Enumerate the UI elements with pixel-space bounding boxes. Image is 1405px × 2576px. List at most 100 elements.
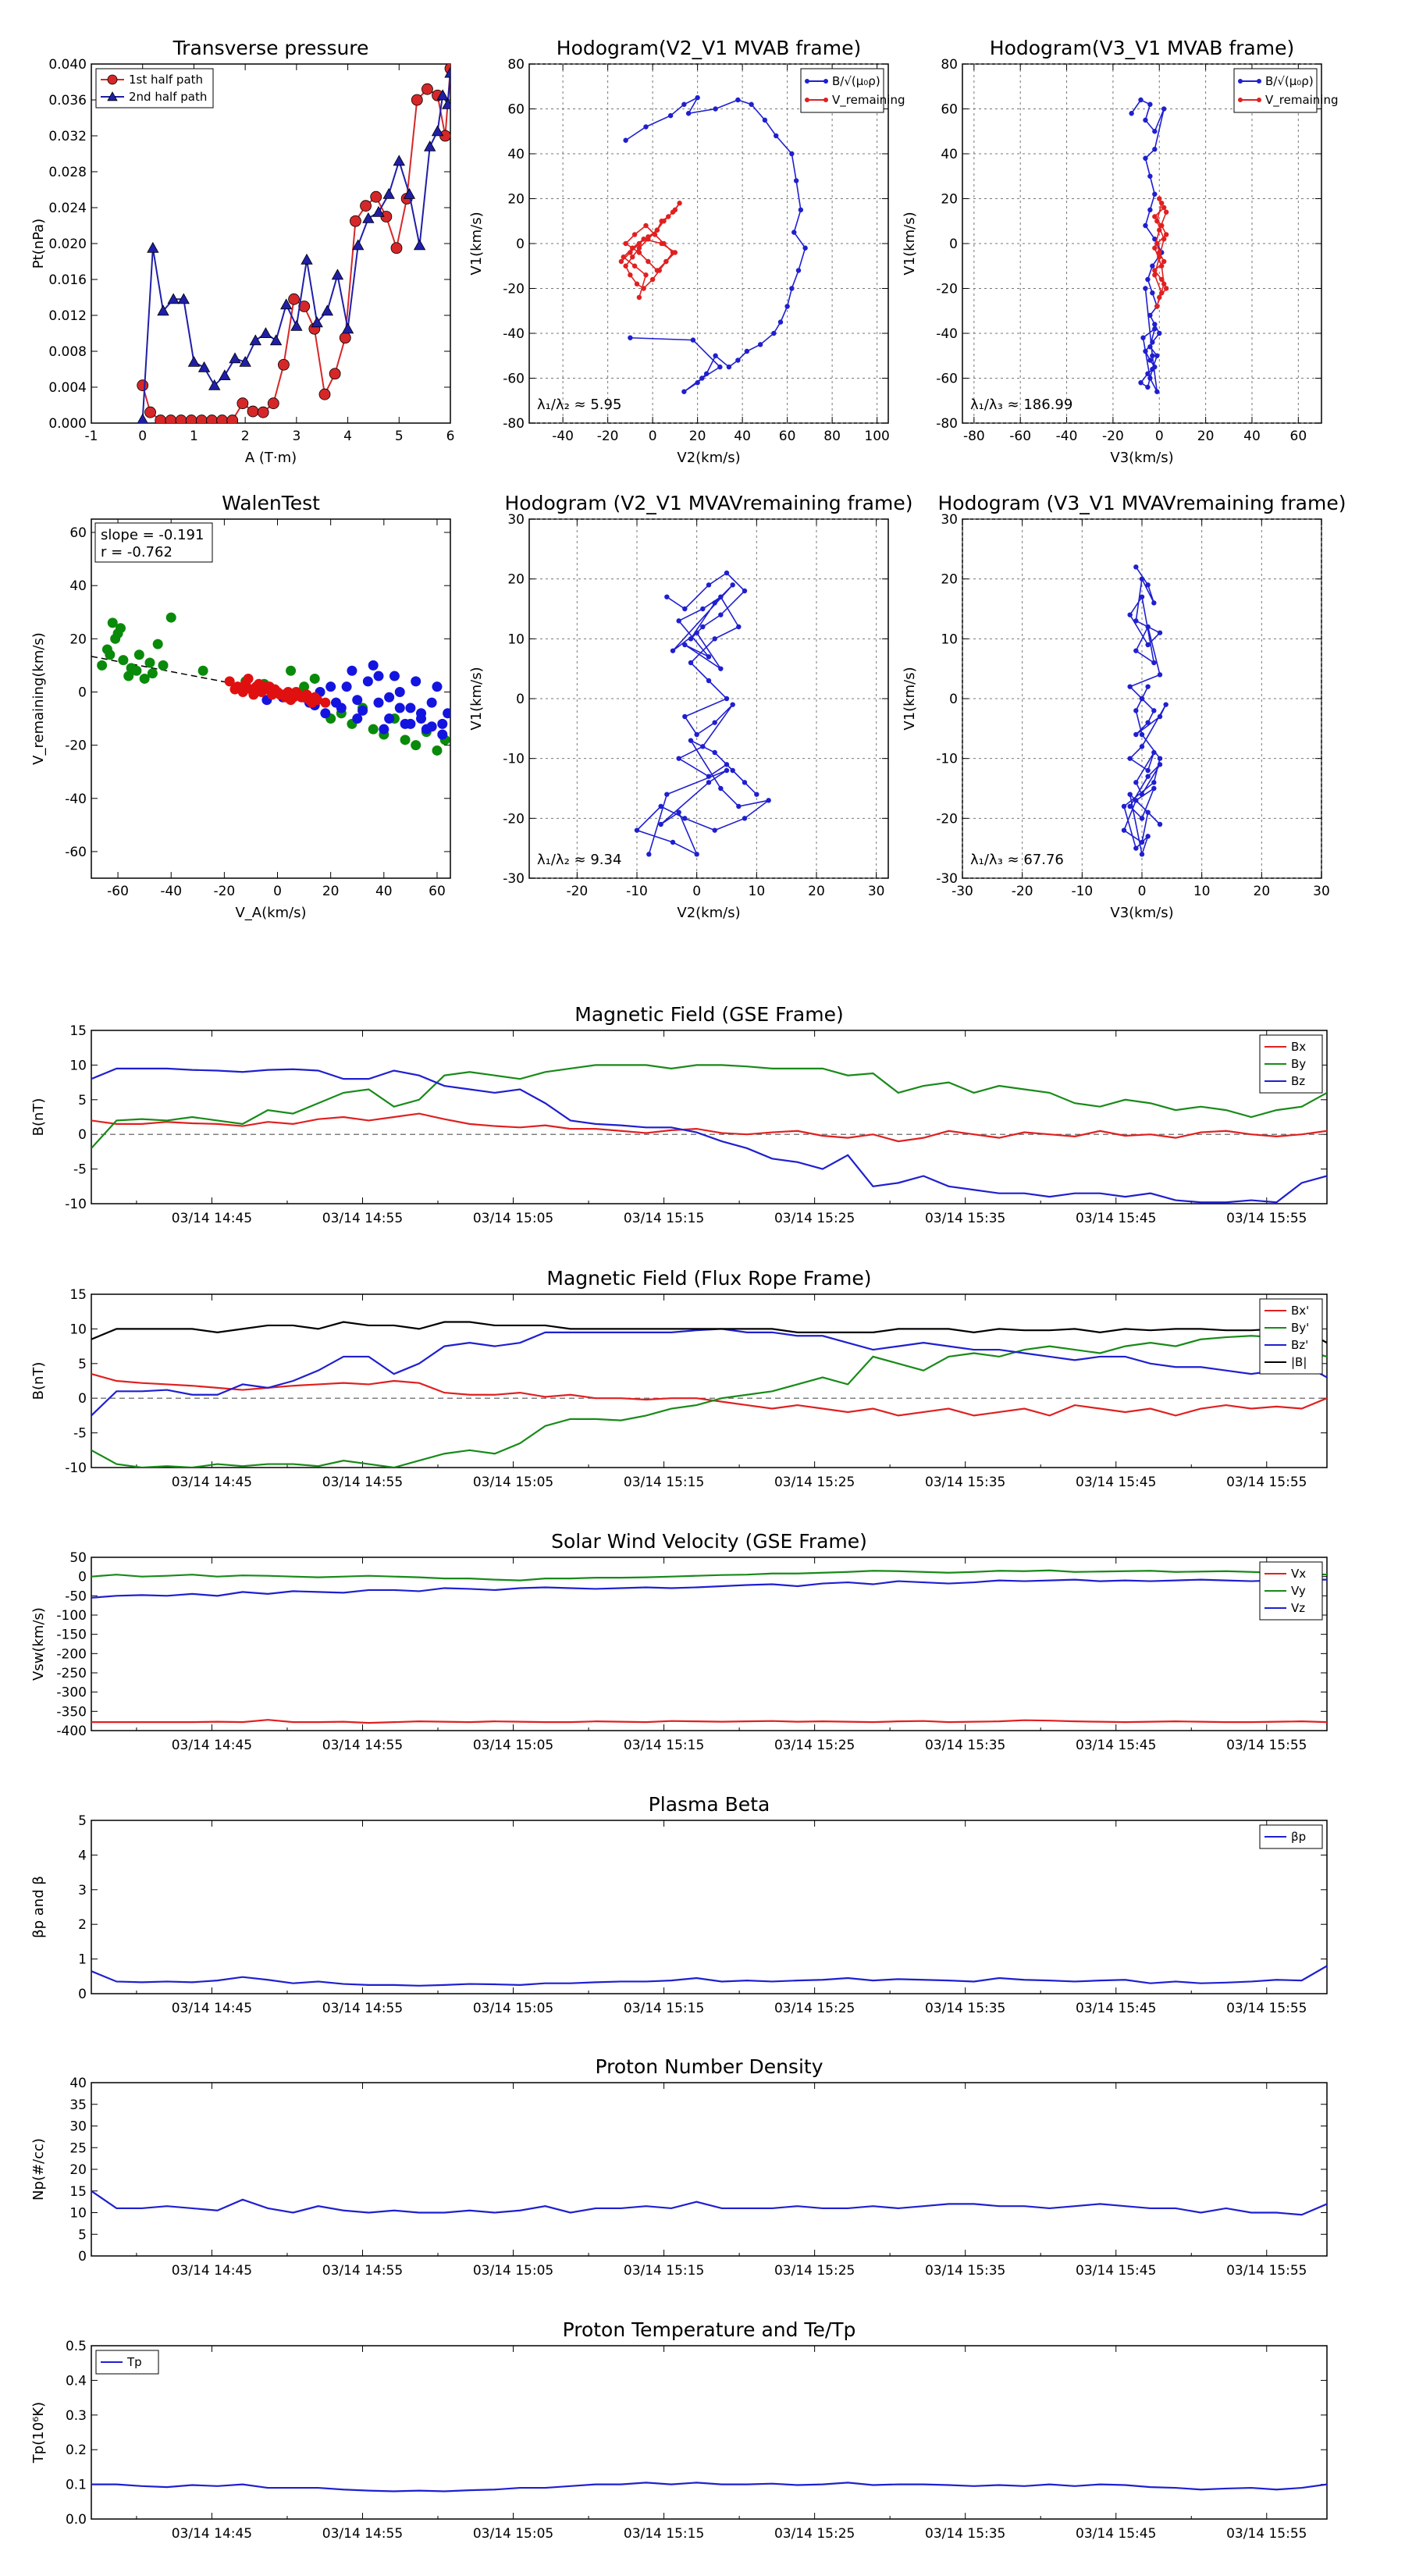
y-tick-label: 0.032: [48, 129, 87, 144]
y-tick-label: 0.040: [48, 57, 87, 73]
series-line: [635, 571, 770, 856]
x-tick-label: 6: [446, 429, 455, 444]
data-point: [630, 254, 635, 260]
x-tick-label: 40: [734, 429, 751, 444]
x-tick-label: 20: [322, 884, 340, 899]
data-point: [97, 660, 108, 671]
y-tick-label: 0: [78, 1127, 87, 1143]
chart-h3: Hodogram (V2_V1 MVAVremaining frame) -20 -…: [468, 492, 913, 921]
x-axis-label: V2(km/s): [677, 905, 740, 921]
x-tick-label: 03/14 15:35: [925, 1475, 1005, 1490]
data-point: [1147, 375, 1153, 381]
data-point: [784, 304, 790, 309]
data-point: [187, 355, 201, 367]
legend-label: Tp: [126, 2355, 142, 2369]
data-point: [286, 695, 297, 706]
x-tick-label: 03/14 15:05: [473, 2263, 553, 2279]
x-tick-label: 03/14 15:25: [774, 2526, 855, 2542]
series-group: [91, 1569, 1327, 1724]
data-point: [654, 227, 660, 233]
x-tick-label: -30: [951, 884, 973, 899]
legend: βp: [1259, 1824, 1323, 1849]
data-point: [1152, 237, 1158, 242]
data-point: [1139, 594, 1145, 600]
legend-marker: [1257, 98, 1261, 102]
y-tick-label: 10: [69, 1322, 87, 1337]
data-point: [700, 624, 706, 630]
y-tick-label: 5: [78, 1093, 87, 1108]
data-point: [101, 644, 112, 655]
x-tick-label: 0: [649, 429, 657, 444]
data-point: [152, 639, 163, 649]
data-point: [286, 665, 297, 676]
legend-label: V_remaining: [1265, 93, 1339, 108]
stats-box: [94, 522, 213, 563]
data-point: [1163, 702, 1168, 707]
data-point: [628, 272, 633, 278]
legend-marker: [1257, 79, 1261, 84]
chart-title: Hodogram(V3_V1 MVAB frame): [990, 37, 1294, 59]
data-point: [1152, 245, 1158, 251]
x-tick-label: 03/14 15:45: [1076, 1475, 1156, 1490]
data-point: [299, 681, 310, 692]
data-point: [791, 229, 797, 235]
data-point: [658, 821, 663, 827]
data-point: [724, 696, 730, 702]
data-point: [112, 628, 123, 639]
y-tick-label: 25: [69, 2140, 87, 2156]
y-tick-label: 0.020: [48, 237, 87, 252]
data-point: [1143, 348, 1148, 354]
data-point: [621, 254, 626, 260]
data-point: [718, 666, 724, 671]
data-point: [1154, 219, 1160, 224]
data-point: [1145, 834, 1151, 839]
data-point: [798, 207, 804, 213]
y-tick-label: -300: [56, 1685, 87, 1701]
data-point: [1151, 708, 1157, 713]
data-point: [1161, 106, 1167, 112]
y-axis-label: V1(km/s): [902, 212, 918, 275]
data-point: [1151, 660, 1157, 666]
y-axis-label: βp and β: [30, 1876, 47, 1938]
data-point: [641, 237, 646, 242]
y-tick-label: 2: [78, 1917, 87, 1933]
x-tick-label: -10: [626, 884, 648, 899]
data-point: [1133, 708, 1139, 713]
data-point: [301, 253, 313, 265]
data-point: [226, 415, 239, 423]
y-axis-label: V1(km/s): [902, 667, 918, 730]
data-point: [706, 654, 712, 660]
series-line: [1123, 566, 1167, 857]
data-point: [370, 190, 382, 203]
data-point: [1157, 713, 1163, 720]
y-tick-label: 40: [69, 2076, 87, 2091]
x-tick-label: 30: [1313, 884, 1330, 899]
y-tick-label: 5: [78, 1357, 87, 1372]
x-tick-label: 03/14 15:45: [1076, 2526, 1156, 2542]
y-tick-label: 0: [516, 237, 525, 252]
chart-title: WalenTest: [222, 492, 320, 514]
data-point: [362, 212, 375, 223]
chart-title: Plasma Beta: [649, 1793, 770, 1816]
y-tick-label: 0.012: [48, 308, 87, 324]
data-point: [1154, 353, 1160, 358]
plot-area: [91, 1293, 1328, 1468]
data-point: [631, 232, 638, 237]
data-point: [712, 600, 717, 606]
y-tick-label: -40: [503, 326, 525, 342]
y-tick-label: 5: [78, 2227, 87, 2243]
chart-title: Hodogram(V2_V1 MVAB frame): [557, 37, 861, 59]
x-tick-label: 03/14 15:25: [774, 2263, 855, 2279]
data-point: [706, 582, 712, 588]
x-axis-label: V2(km/s): [677, 450, 740, 466]
data-point: [372, 205, 385, 217]
y-tick-label: -80: [936, 416, 958, 432]
data-point: [1159, 290, 1165, 296]
data-point: [1157, 250, 1162, 255]
y-tick-label: -200: [56, 1646, 87, 1662]
data-point: [320, 708, 331, 719]
data-point: [118, 655, 129, 666]
data-point: [631, 263, 638, 269]
legend-marker: [805, 98, 809, 102]
